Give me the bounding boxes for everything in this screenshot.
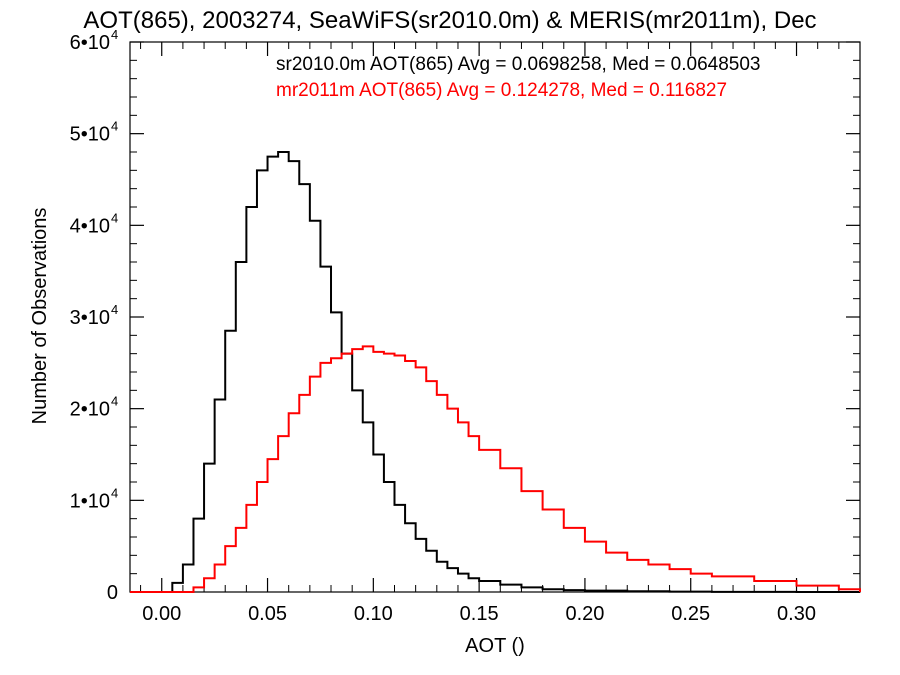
x-tick-label: 0.00 [142, 603, 181, 625]
plot-frame [129, 41, 861, 593]
y-axis-label: Number of Observations [29, 208, 51, 425]
y-tick-exponent: 4 [111, 394, 118, 409]
y-tick-exponent: 4 [111, 210, 118, 225]
y-tick-exponent: 4 [111, 485, 118, 500]
y-tick-label: 3•10 [70, 307, 110, 329]
y-tick-exponent: 4 [111, 27, 118, 42]
legend-entry-mr2011: mr2011m AOT(865) Avg = 0.124278, Med = 0… [276, 80, 727, 101]
legend-entry-sr2010: sr2010.0m AOT(865) Avg = 0.0698258, Med … [276, 54, 761, 75]
chart-title: AOT(865), 2003274, SeaWiFS(sr2010.0m) & … [83, 7, 816, 34]
y-tick-label: 1•10 [70, 490, 110, 512]
y-tick-label: 5•10 [70, 124, 110, 146]
series-layer [130, 151, 861, 593]
y-tick-label: 0 [107, 582, 118, 604]
x-tick-label: 0.15 [460, 603, 499, 625]
x-tick-label: 0.20 [565, 603, 604, 625]
x-axis-label: AOT () [465, 635, 525, 657]
y-tick-exponent: 4 [111, 119, 118, 134]
series-sr2010-line [130, 151, 860, 593]
x-tick-label: 0.25 [671, 603, 710, 625]
x-tick-label: 0.05 [248, 603, 287, 625]
y-tick-label: 6•10 [70, 32, 110, 54]
x-tick-label: 0.30 [777, 603, 816, 625]
y-tick-label: 2•10 [70, 399, 110, 421]
series-mr2011-line [130, 345, 861, 593]
y-tick-label: 4•10 [70, 215, 110, 237]
y-tick-exponent: 4 [111, 302, 118, 317]
x-tick-label: 0.10 [354, 603, 393, 625]
y-axis: 01•10 42•10 43•10 44•10 45•10 46•10 4 [70, 27, 860, 604]
x-axis: 0.00 0.05 0.10 0.15 0.20 0.25 0.30 [140, 42, 861, 625]
